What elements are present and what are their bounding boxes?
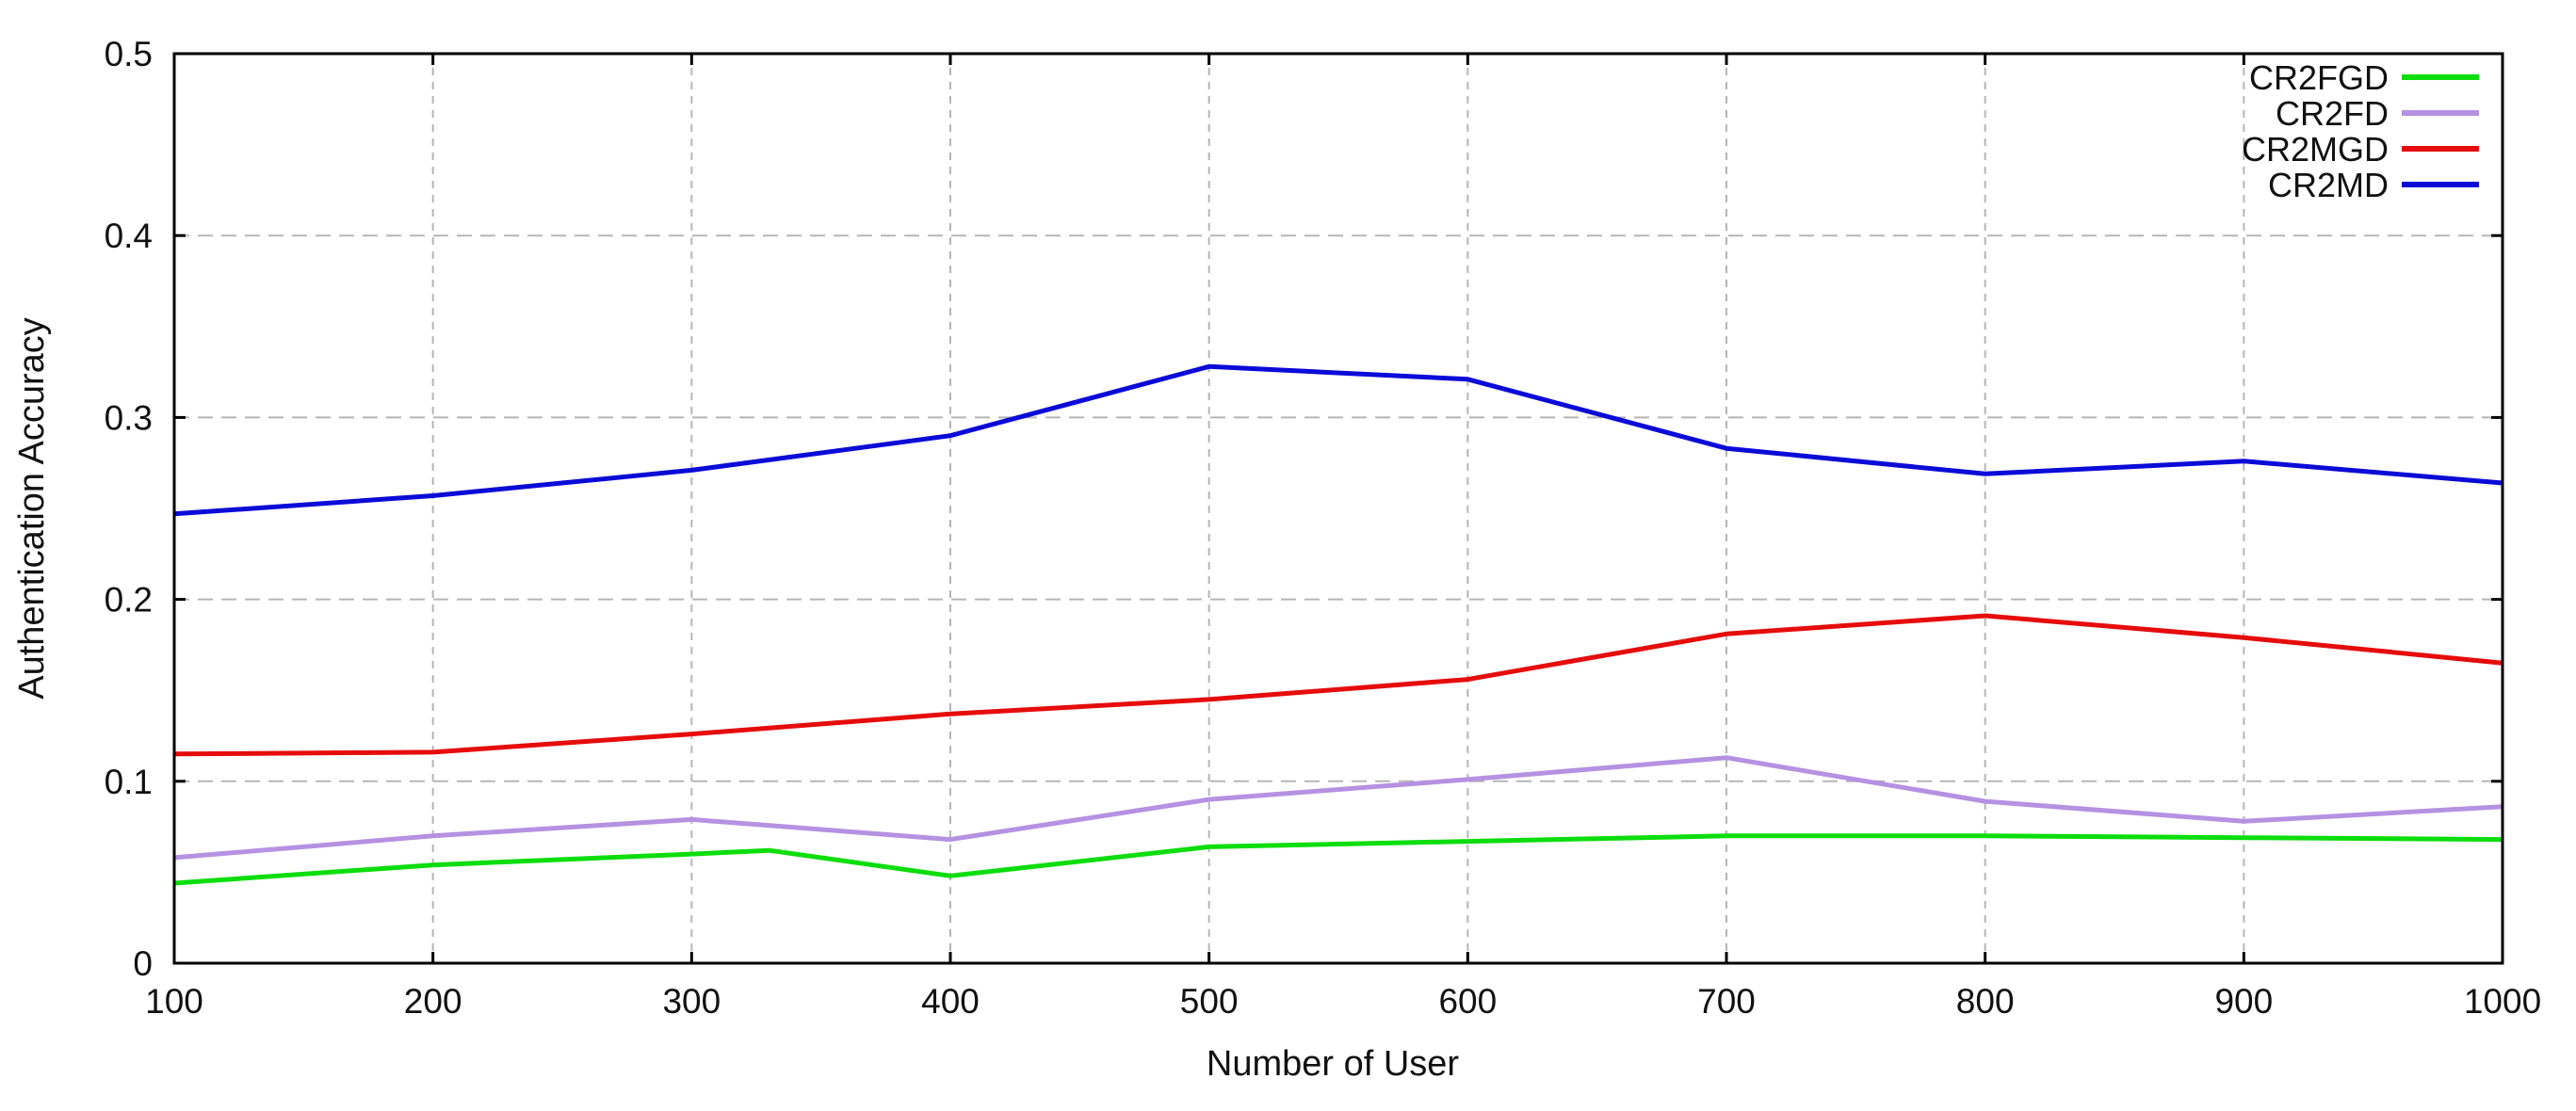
x-tick-label: 300 bbox=[662, 982, 721, 1021]
plot-border bbox=[172, 52, 2504, 965]
legend-label: CR2FD bbox=[2276, 94, 2389, 133]
series-line-CR2FD bbox=[173, 755, 2503, 861]
y-tick-label: 0.3 bbox=[105, 398, 153, 437]
x-tick-label: 1000 bbox=[2464, 982, 2541, 1021]
legend-item: CR2MD bbox=[2268, 166, 2479, 204]
x-tick-label: 500 bbox=[1180, 982, 1239, 1021]
y-tick-label: 0.4 bbox=[105, 217, 153, 255]
x-tick-label: 700 bbox=[1697, 982, 1756, 1021]
x-tick-label: 800 bbox=[1956, 982, 2015, 1021]
x-tick-label: 400 bbox=[921, 982, 980, 1021]
legend-item: CR2FGD bbox=[2249, 58, 2479, 97]
series-layer bbox=[173, 363, 2503, 886]
y-axis-label: Authentication Accuracy bbox=[12, 317, 52, 700]
x-tick-label: 100 bbox=[145, 982, 203, 1021]
legend-label: CR2MGD bbox=[2242, 130, 2389, 169]
x-tick-label: 600 bbox=[1438, 982, 1497, 1021]
legend-item: CR2FD bbox=[2276, 94, 2479, 133]
legend-item: CR2MGD bbox=[2242, 130, 2479, 169]
y-tick-label: 0 bbox=[133, 944, 153, 983]
x-tick-label: 900 bbox=[2214, 982, 2273, 1021]
series-line-CR2MGD bbox=[173, 613, 2503, 757]
legend-label: CR2FGD bbox=[2249, 58, 2389, 97]
tick-label-layer: 100 200 300 400 500 600 700 800 900 1000 0 0.1 0.2 0.… bbox=[105, 35, 2542, 1021]
y-tick-label: 0.2 bbox=[105, 581, 153, 620]
series-line-CR2MD bbox=[173, 363, 2503, 517]
tick-layer bbox=[172, 52, 2504, 965]
series-line-CR2FGD bbox=[173, 833, 2503, 886]
grid-layer bbox=[173, 53, 2503, 963]
x-tick-label: 200 bbox=[404, 982, 462, 1021]
y-tick-label: 0.5 bbox=[105, 35, 153, 73]
legend-label: CR2MD bbox=[2268, 166, 2389, 204]
y-tick-label: 0.1 bbox=[105, 763, 153, 801]
x-axis-label: Number of User bbox=[1207, 1044, 1460, 1084]
